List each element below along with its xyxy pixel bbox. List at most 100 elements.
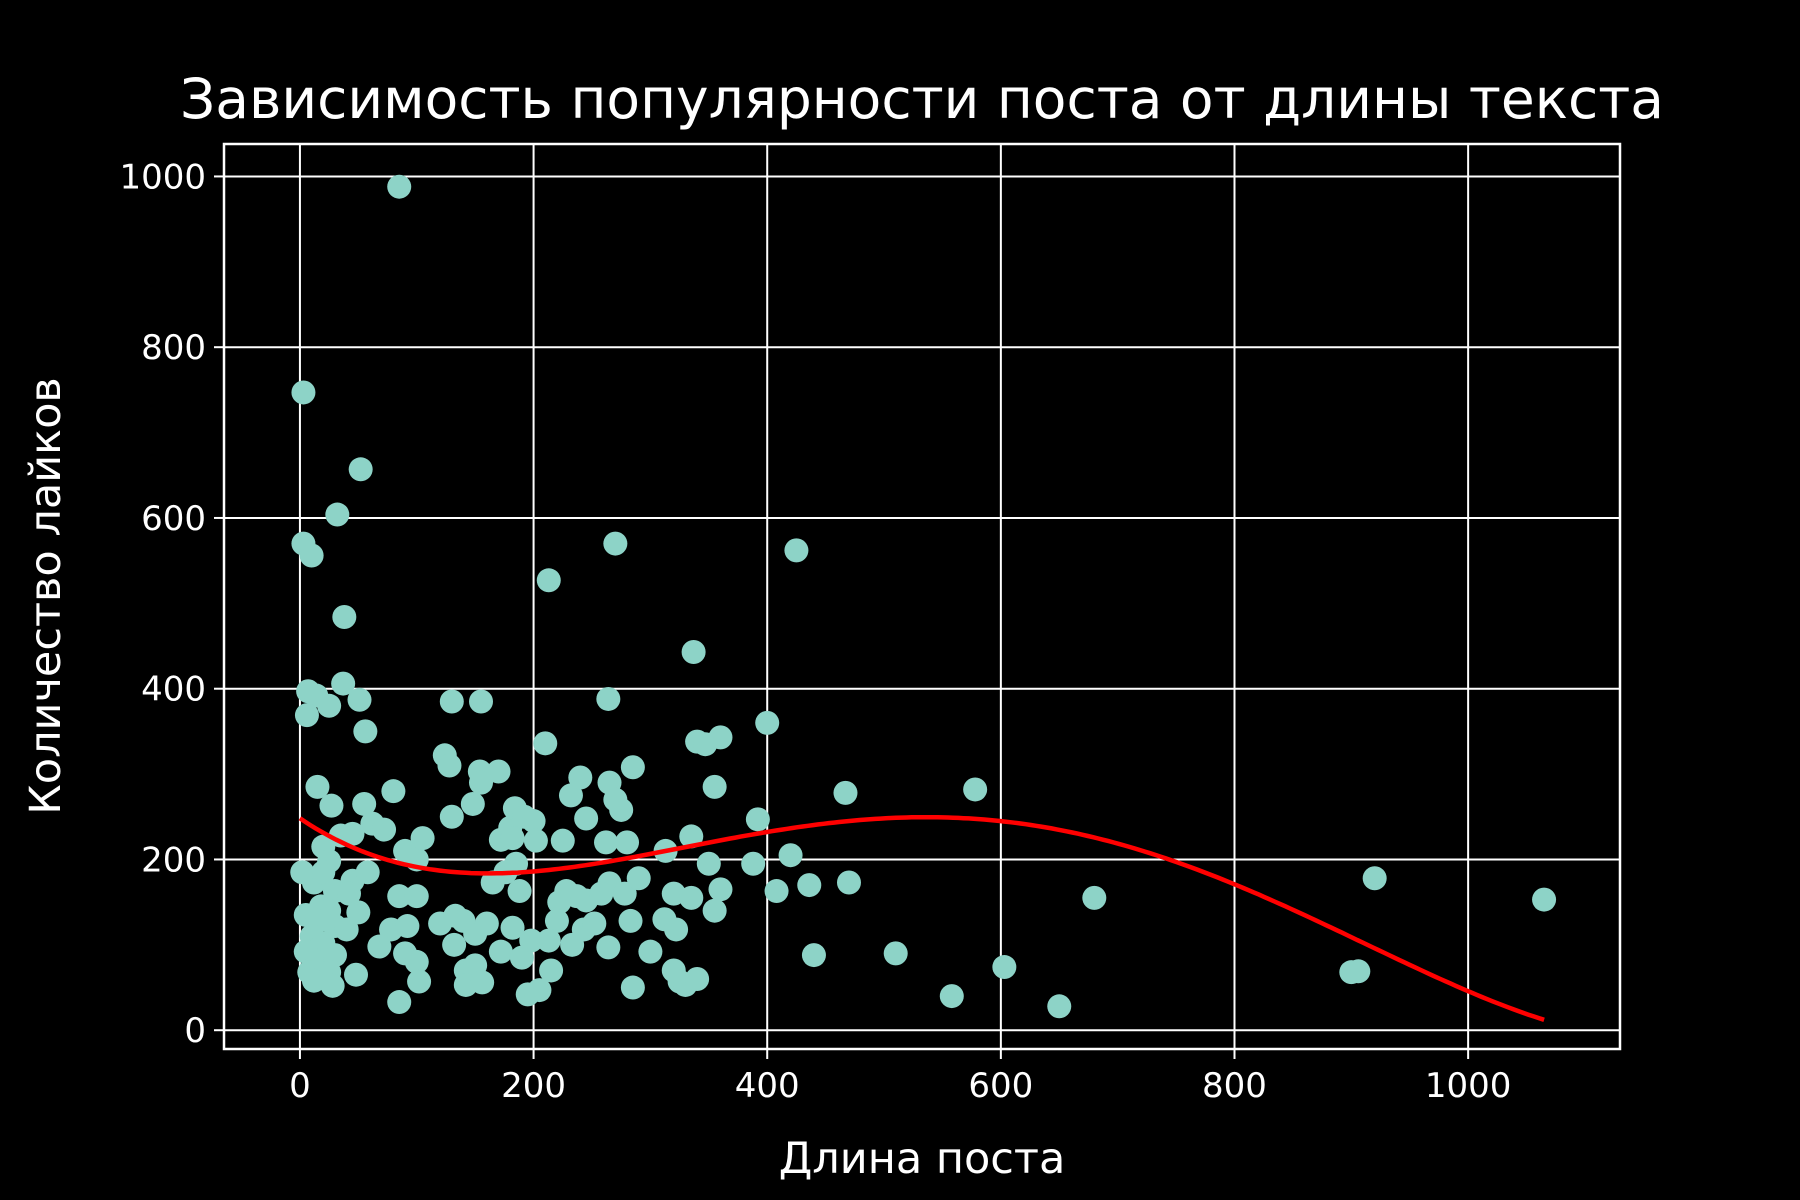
scatter-point	[346, 900, 371, 925]
scatter-point	[679, 824, 704, 849]
scatter-point	[334, 917, 359, 942]
scatter-point	[387, 990, 412, 1015]
scatter-point	[702, 898, 727, 923]
scatter-point	[331, 671, 356, 696]
scatter-point	[544, 908, 569, 933]
x-tick-label: 600	[968, 1066, 1033, 1106]
scatter-point	[696, 851, 721, 876]
scatter-point	[685, 966, 710, 991]
x-tick-label: 1000	[1425, 1066, 1512, 1106]
scatter-point	[348, 457, 373, 482]
scatter-point	[439, 804, 464, 829]
scatter-point	[550, 828, 575, 853]
y-tick-label: 200	[141, 840, 206, 880]
y-tick-label: 1000	[119, 157, 206, 197]
scatter-point	[395, 914, 420, 939]
scatter-point	[596, 935, 621, 960]
scatter-point	[582, 911, 607, 936]
scatter-point	[778, 843, 803, 868]
scatter-point	[741, 851, 766, 876]
trend-line	[298, 814, 1545, 1022]
scatter-point	[784, 538, 809, 563]
scatter-point	[381, 779, 406, 804]
scatter-point	[294, 703, 319, 728]
scatter-point	[638, 939, 663, 964]
scatter-point	[460, 791, 485, 816]
scatter-point	[702, 774, 727, 799]
chart-title: Зависимость популярности поста от длины …	[180, 67, 1664, 131]
scatter-point	[387, 884, 412, 909]
scatter-point	[603, 531, 628, 556]
scatter-point	[470, 970, 495, 995]
y-tick-label: 0	[184, 1011, 206, 1051]
scatter-point	[353, 719, 378, 744]
scatter-point	[764, 879, 789, 904]
scatter-point	[519, 928, 544, 953]
grid	[224, 144, 1620, 1049]
scatter-point	[612, 881, 637, 906]
scatter-point	[474, 911, 499, 936]
x-tick-label: 0	[289, 1066, 311, 1106]
scatter-point	[620, 755, 645, 780]
scatter-point	[596, 686, 621, 711]
scatter-point	[1082, 885, 1107, 910]
scatter-point	[574, 806, 599, 831]
scatter-point	[1346, 959, 1371, 984]
scatter-point	[442, 932, 467, 957]
trend-line-group	[298, 814, 1545, 1022]
scatter-point	[1362, 866, 1387, 891]
scatter-point	[404, 949, 429, 974]
scatter-point	[407, 969, 432, 994]
scatter-point	[801, 943, 826, 968]
scatter-point	[963, 777, 988, 802]
scatter-point	[344, 962, 369, 987]
scatter-point	[681, 639, 706, 664]
scatter-point	[480, 870, 505, 895]
scatter-point	[290, 860, 315, 885]
scatter-point	[615, 830, 640, 855]
x-tick-label: 400	[735, 1066, 800, 1106]
scatter-point	[332, 604, 357, 629]
scatter-point	[311, 860, 336, 885]
scatter-point	[500, 915, 525, 940]
scatter-point	[437, 753, 462, 778]
x-axis-ticks: 0 200 400 600 800 1000	[289, 1049, 1511, 1106]
scatter-point	[469, 689, 494, 714]
scatter-point	[1047, 994, 1072, 1019]
y-axis-ticks: 0 200 400 600 800 1000	[119, 157, 224, 1051]
scatter-point	[626, 866, 651, 891]
scatter-point	[620, 975, 645, 1000]
scatter-point	[469, 770, 494, 795]
scatter-point	[539, 958, 564, 983]
scatter-point	[527, 978, 552, 1003]
scatter-point	[328, 823, 353, 848]
scatter-point	[347, 687, 372, 712]
scatter-point	[299, 543, 324, 568]
scatter-point	[745, 807, 770, 832]
scatter-point	[488, 939, 513, 964]
scatter-point	[992, 955, 1017, 980]
scatter-point	[883, 941, 908, 966]
scatter-point	[317, 693, 342, 718]
scatter-point	[367, 934, 392, 959]
scatter-point	[301, 968, 326, 993]
scatter-point	[504, 851, 529, 876]
y-tick-label: 400	[141, 670, 206, 710]
scatter-point	[664, 917, 689, 942]
scatter-point	[833, 780, 858, 805]
scatter-point	[372, 817, 397, 842]
scatter-point	[755, 710, 780, 735]
scatter-point	[568, 765, 593, 790]
scatter-point	[797, 873, 822, 898]
scatter-point	[325, 502, 350, 527]
y-axis-label: Количество лайков	[21, 377, 71, 815]
y-tick-label: 800	[141, 328, 206, 368]
scatter-point	[387, 174, 412, 199]
scatter-point	[603, 787, 628, 812]
scatter-point	[305, 774, 330, 799]
x-tick-label: 800	[1202, 1066, 1267, 1106]
x-tick-label: 200	[501, 1066, 566, 1106]
scatter-point	[352, 791, 377, 816]
